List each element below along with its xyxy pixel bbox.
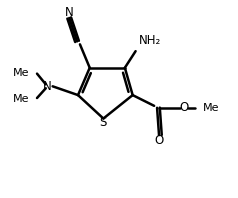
Text: S: S: [100, 116, 107, 129]
Text: Me: Me: [203, 103, 219, 113]
Text: N: N: [43, 80, 52, 93]
Text: N: N: [65, 6, 74, 19]
Text: O: O: [180, 101, 189, 114]
Text: Me: Me: [13, 94, 29, 104]
Text: NH₂: NH₂: [139, 34, 161, 47]
Text: Me: Me: [13, 68, 29, 78]
Text: O: O: [154, 134, 164, 148]
